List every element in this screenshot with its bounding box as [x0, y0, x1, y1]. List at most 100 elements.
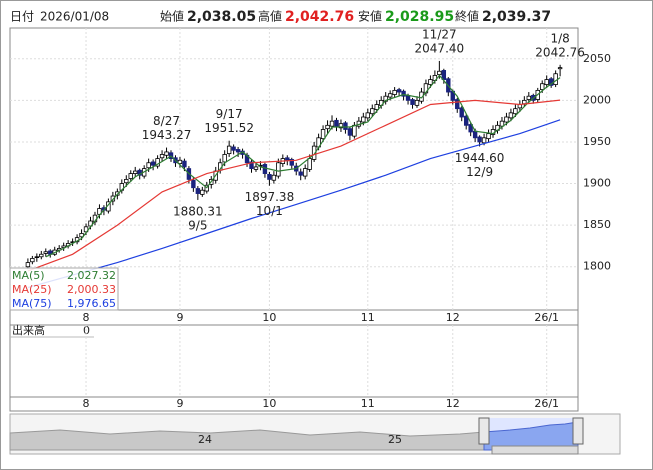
ma-line	[27, 119, 561, 289]
candle-body	[150, 161, 156, 166]
volume-title: 出来高	[12, 323, 45, 337]
x-tick-label: 10	[262, 397, 276, 410]
candle-body	[267, 174, 272, 180]
candle-body	[276, 162, 281, 177]
candle-body	[334, 119, 339, 128]
candle-body	[177, 159, 183, 164]
y-tick-label: 1950	[583, 135, 611, 148]
navigator-label: 24	[198, 433, 212, 446]
y-tick-label: 1850	[583, 218, 611, 231]
low-label: 安値	[358, 9, 382, 24]
candle-body	[508, 112, 514, 119]
candle-body	[338, 123, 344, 129]
candle-body	[477, 136, 482, 143]
candle-body	[164, 151, 169, 156]
candle-body	[396, 89, 402, 93]
candle-body	[249, 161, 254, 169]
x-tick-label: 9	[176, 397, 183, 410]
x-tick-label: 10	[262, 311, 276, 324]
annotation-date: 12/9	[466, 165, 493, 179]
annotation-value: 1951.52	[204, 121, 254, 135]
candle-body	[307, 158, 312, 170]
x-tick-label: 12	[446, 311, 460, 324]
x-tick-label: 12	[446, 397, 460, 410]
navigator-handle[interactable]	[478, 417, 490, 445]
annotation-date: 9/5	[188, 218, 207, 232]
x-tick-label: 26/1	[534, 311, 559, 324]
candle-body	[365, 112, 370, 119]
y-tick-label: 2050	[583, 52, 611, 65]
legend-box	[9, 267, 119, 311]
annotation-date: 9/17	[216, 107, 243, 121]
date-label: 日付	[10, 10, 34, 24]
high-label: 高値	[258, 9, 282, 24]
candle-body	[191, 179, 196, 189]
annotation-value: 2042.76	[535, 45, 585, 59]
annotation-value: 1880.31	[173, 204, 223, 218]
candle-body	[455, 99, 460, 110]
candle-body	[441, 70, 447, 80]
x-tick-label: 8	[83, 311, 90, 324]
candle-body	[320, 129, 326, 140]
open-label: 始値	[160, 9, 184, 24]
candle-body	[25, 262, 31, 268]
header: 日付 2026/01/08 始値 2,038.05 高値 2,042.76 安値…	[10, 9, 551, 26]
candle-body	[200, 189, 205, 195]
candle-body	[34, 256, 40, 258]
navigator-handle[interactable]	[572, 417, 584, 445]
candle-body	[428, 79, 433, 85]
high: 2,042.76	[285, 9, 354, 25]
candle-body	[30, 258, 35, 263]
candle-body	[298, 171, 303, 176]
legend-label: MA(75)	[12, 297, 52, 310]
low: 2,028.95	[385, 9, 454, 25]
candle-body	[387, 93, 393, 98]
navigator-scrollbar[interactable]	[491, 445, 579, 455]
x-tick-label: 9	[176, 311, 183, 324]
x-axis-band	[9, 309, 579, 326]
annotation-value: 1943.27	[142, 128, 192, 142]
legend-label: MA(25)	[12, 283, 52, 296]
candle-body	[468, 124, 473, 133]
candle-body	[311, 145, 317, 160]
annotation-date: 1/8	[550, 31, 569, 45]
candle-body	[352, 124, 357, 137]
candle-body	[79, 233, 84, 238]
candle-body	[414, 99, 420, 106]
candle-body	[540, 83, 545, 90]
candle-body	[39, 253, 44, 258]
ma-line	[27, 99, 561, 272]
annotation-value: 1944.60	[455, 151, 505, 165]
candle-body	[499, 120, 505, 127]
candle-body	[271, 174, 277, 181]
legend-value: 1,976.65	[67, 297, 116, 310]
close: 2,039.37	[482, 9, 551, 25]
candle-body	[155, 158, 160, 167]
candle-body	[504, 116, 509, 123]
navigator-label: 25	[388, 433, 402, 446]
close-label: 終値	[455, 9, 479, 24]
candle-body	[222, 154, 227, 163]
y-tick-label: 2000	[583, 93, 611, 106]
legend-value: 2,027.32	[67, 269, 116, 282]
x-tick-label: 11	[361, 397, 375, 410]
candle-body	[124, 178, 129, 184]
candle-body	[486, 133, 491, 140]
candle-body	[285, 157, 290, 161]
candle-body	[159, 154, 165, 159]
candle-body	[513, 108, 518, 115]
x-axis-band	[9, 396, 579, 412]
annotation-date: 11/27	[422, 27, 457, 41]
candle-body	[226, 145, 232, 155]
candle-body	[262, 164, 268, 174]
x-tick-label: 11	[361, 311, 375, 324]
candle-body	[195, 188, 201, 194]
candle-body	[361, 116, 366, 123]
x-tick-label: 26/1	[534, 397, 559, 410]
candle-body	[410, 99, 415, 105]
y-tick-label: 1800	[583, 260, 611, 273]
candle-body	[182, 160, 187, 168]
candle-body	[392, 89, 397, 95]
